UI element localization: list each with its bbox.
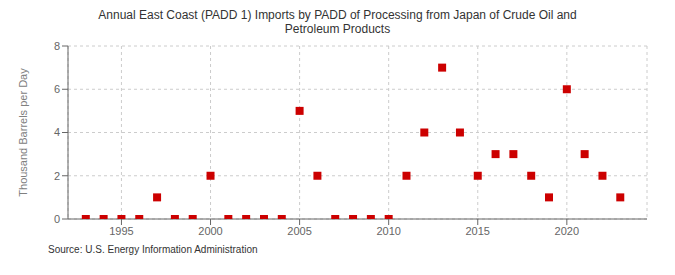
- html-text:Source: U.S. Energy Informatio: Source: U.S. Energy Information Administ…: [48, 244, 258, 255]
- svg-text:0: 0: [54, 213, 60, 225]
- svg-text:2005: 2005: [287, 225, 311, 237]
- svg-text:8: 8: [54, 40, 60, 52]
- svg-text:2000: 2000: [198, 225, 222, 237]
- html-text:Petroleum Products: Petroleum Products: [284, 22, 391, 36]
- svg-text:6: 6: [54, 83, 60, 95]
- svg-text:1995: 1995: [109, 225, 133, 237]
- svg-text:Thousand Barrels per Day: Thousand Barrels per Day: [17, 68, 29, 197]
- html-text:Annual East Coast (PADD 1) Imp: Annual East Coast (PADD 1) Imports by PA…: [98, 8, 577, 22]
- svg-text:4: 4: [54, 126, 60, 138]
- svg-text:2015: 2015: [466, 225, 490, 237]
- svg-text:2020: 2020: [555, 225, 579, 237]
- svg-text:2010: 2010: [376, 225, 400, 237]
- svg-text:2: 2: [54, 170, 60, 182]
